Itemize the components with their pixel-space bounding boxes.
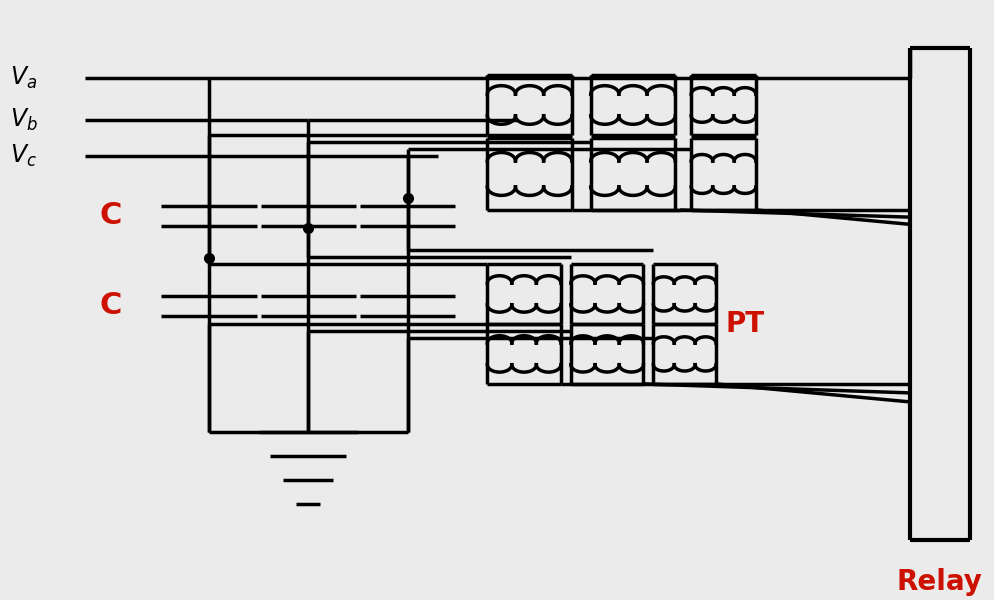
Text: $V_c$: $V_c$ — [10, 143, 37, 169]
Text: C: C — [99, 292, 121, 320]
Text: C: C — [99, 202, 121, 230]
Text: $V_a$: $V_a$ — [10, 65, 37, 91]
Text: $V_b$: $V_b$ — [10, 107, 38, 133]
Text: Relay: Relay — [896, 568, 982, 596]
Text: PT: PT — [726, 310, 764, 338]
